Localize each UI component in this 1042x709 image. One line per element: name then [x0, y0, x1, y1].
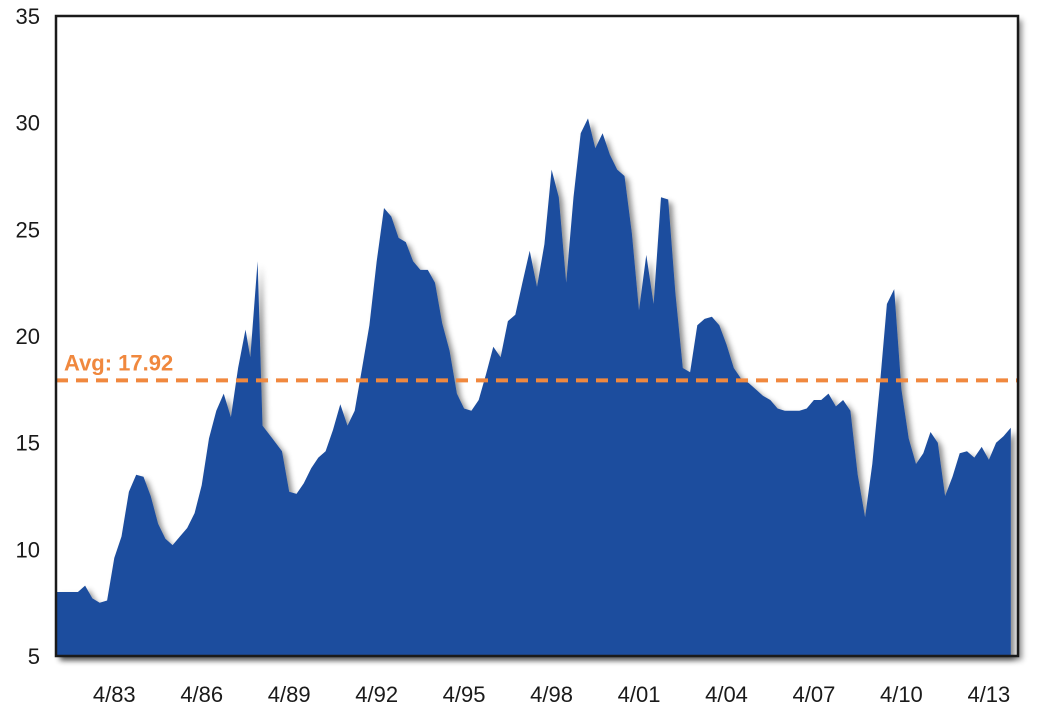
- x-tick-label: 4/86: [180, 682, 223, 707]
- x-tick-label: 4/10: [880, 682, 923, 707]
- x-tick-label: 4/07: [793, 682, 836, 707]
- y-tick-label: 5: [28, 644, 40, 669]
- y-axis-ticks: 5 10 15 20 25 30 35: [16, 4, 40, 669]
- x-tick-label: 4/95: [443, 682, 486, 707]
- area-layer: [56, 118, 1011, 656]
- x-tick-label: 4/01: [618, 682, 661, 707]
- y-tick-label: 10: [16, 537, 40, 562]
- x-tick-label: 4/83: [93, 682, 136, 707]
- x-tick-label: 4/89: [268, 682, 311, 707]
- average-label: Avg: 17.92: [64, 350, 173, 375]
- y-tick-label: 15: [16, 431, 40, 456]
- x-axis-ticks: 4/83 4/86 4/89 4/92 4/95 4/98 4/01 4/04 4/07 4/10…: [93, 682, 1010, 707]
- x-tick-label: 4/13: [967, 682, 1010, 707]
- y-tick-label: 35: [16, 4, 40, 29]
- area-series-0: [56, 118, 1011, 656]
- y-tick-label: 25: [16, 217, 40, 242]
- y-tick-label: 20: [16, 324, 40, 349]
- plot-frame: [54, 14, 1020, 658]
- x-tick-label: 4/98: [530, 682, 573, 707]
- x-tick-label: 4/92: [355, 682, 398, 707]
- average-layer: Avg: 17.92: [56, 350, 1018, 383]
- x-tick-label: 4/04: [705, 682, 748, 707]
- y-tick-label: 30: [16, 111, 40, 136]
